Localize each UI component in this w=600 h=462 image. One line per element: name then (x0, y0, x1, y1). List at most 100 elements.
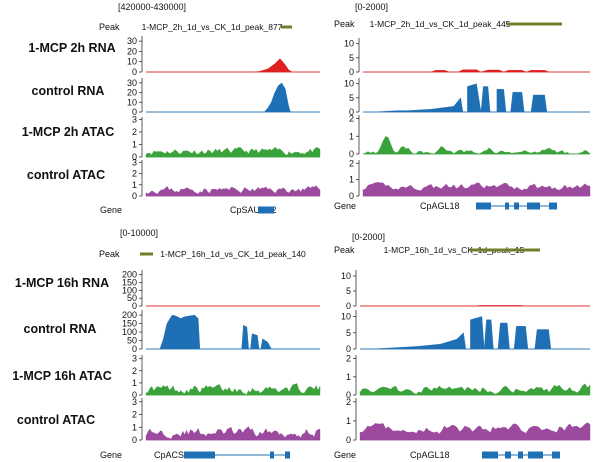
gene-name: CpAGL18 (410, 450, 450, 460)
coverage-area (363, 83, 590, 113)
y-tick-label: 2 (132, 410, 137, 420)
gene-model (258, 206, 274, 214)
row-label-control-atac-bottom: control ATAC (17, 413, 95, 427)
y-tick-label: 2 (346, 397, 351, 407)
coverage-area (360, 316, 590, 350)
track-atac-control: 3 2 1 0 (132, 397, 321, 445)
y-tick-label: 0 (132, 344, 137, 354)
exon-block (505, 202, 509, 210)
row-label-control-rna-bottom: control RNA (24, 322, 97, 336)
y-tick-label: 5 (349, 53, 354, 63)
gene-model (184, 451, 290, 459)
peak-track-label: Peak (99, 22, 120, 32)
y-tick-label: 150 (122, 319, 137, 329)
exon-block (258, 206, 274, 214)
y-tick-label: 10 (341, 271, 351, 281)
peak-name: 1-MCP_2h_1d_vs_CK_1d_peak_445 (370, 19, 511, 29)
gene-track-label: Gene (100, 205, 122, 215)
y-tick-label: 0 (349, 191, 354, 201)
y-tick-label: 2 (349, 114, 354, 124)
panel-cpagl18-2h: [0-2000]Peak 1-MCP_2h_1d_vs_CK_1d_peak_44… (334, 2, 591, 211)
coverage-area (145, 146, 321, 158)
y-tick-label: 5 (346, 286, 351, 296)
coverage-area (145, 426, 321, 441)
y-tick-label: 30 (127, 36, 137, 46)
y-tick-label: 1 (349, 131, 354, 141)
gene-track-label: Gene (100, 450, 122, 460)
range-label: [0-10000] (120, 228, 158, 238)
y-tick-label: 0 (346, 301, 351, 311)
exon-block (184, 451, 215, 459)
exon-block (505, 451, 511, 459)
exon-block (527, 202, 540, 210)
peak-interval-bar (507, 22, 562, 26)
row-labels: 1-MCP 2h RNA control RNA 1-MCP 2h ATAC c… (12, 41, 115, 427)
exon-block (518, 451, 523, 459)
coverage-area (145, 383, 321, 396)
track-atac-treat: 3 2 1 0 (132, 115, 321, 162)
y-tick-label: 3 (132, 354, 137, 364)
gene-name: CpACS1 (154, 450, 189, 460)
y-tick-label: 10 (127, 97, 137, 107)
track-rna-treat: 10 5 0 (344, 38, 590, 77)
y-tick-label: 0 (132, 107, 137, 117)
peak-name: 1-MCP_16h_1d_vs_CK_1d_peak_140 (160, 249, 306, 259)
exon-block (270, 451, 274, 459)
y-tick-label: 0 (132, 191, 137, 201)
y-tick-label: 1 (132, 140, 137, 150)
row-label-1mcp-16h-atac: 1-MCP 16h ATAC (12, 369, 112, 383)
track-atac-treat: 2 1 0 (349, 114, 591, 159)
y-tick-label: 200 (122, 270, 137, 280)
row-label-1mcp-2h-atac: 1-MCP 2h ATAC (22, 125, 115, 139)
coverage-area (359, 422, 591, 441)
row-label-control-atac-top: control ATAC (27, 168, 105, 182)
y-tick-label: 1 (346, 416, 351, 426)
coverage-area (146, 82, 320, 113)
y-tick-label: 30 (127, 78, 137, 88)
peak-name: 1-MCP_2h_1d_vs_CK_1d_peak_877 (142, 22, 283, 32)
y-tick-label: 10 (341, 312, 351, 322)
y-tick-label: 0 (346, 344, 351, 354)
y-tick-label: 150 (122, 278, 137, 288)
y-tick-label: 0 (346, 390, 351, 400)
coverage-area (363, 69, 590, 73)
y-tick-label: 0 (132, 435, 137, 445)
y-tick-label: 5 (349, 93, 354, 103)
exon-block (285, 451, 290, 459)
exon-block (482, 451, 498, 459)
gene-model (482, 451, 560, 459)
exon-block (549, 202, 557, 210)
gene-name: CpAGL18 (420, 201, 460, 211)
y-tick-label: 1 (132, 422, 137, 432)
exon-block (552, 451, 560, 459)
coverage-area (146, 58, 320, 73)
y-tick-label: 5 (346, 328, 351, 338)
track-rna-treat: 10 5 0 (341, 270, 590, 311)
track-atac-treat: 2 1 0 (346, 354, 591, 400)
y-tick-label: 3 (132, 157, 137, 167)
range-label: [0-2000] (352, 232, 385, 242)
coverage-area (145, 185, 321, 197)
y-tick-label: 20 (127, 88, 137, 98)
y-tick-label: 10 (344, 79, 354, 89)
y-tick-label: 3 (132, 397, 137, 407)
track-atac-treat: 3 2 1 0 (132, 354, 321, 400)
row-label-1mcp-2h-rna: 1-MCP 2h RNA (28, 41, 115, 55)
y-tick-label: 100 (122, 285, 137, 295)
y-tick-label: 0 (132, 152, 137, 162)
y-tick-label: 2 (132, 127, 137, 137)
range-label: [420000-430000] (118, 2, 186, 12)
coverage-area (146, 314, 320, 350)
y-tick-label: 200 (122, 310, 137, 320)
exon-block (476, 202, 491, 210)
peak-track-label: Peak (334, 245, 355, 255)
y-tick-label: 1 (132, 180, 137, 190)
y-tick-label: 1 (346, 372, 351, 382)
y-tick-label: 2 (132, 366, 137, 376)
